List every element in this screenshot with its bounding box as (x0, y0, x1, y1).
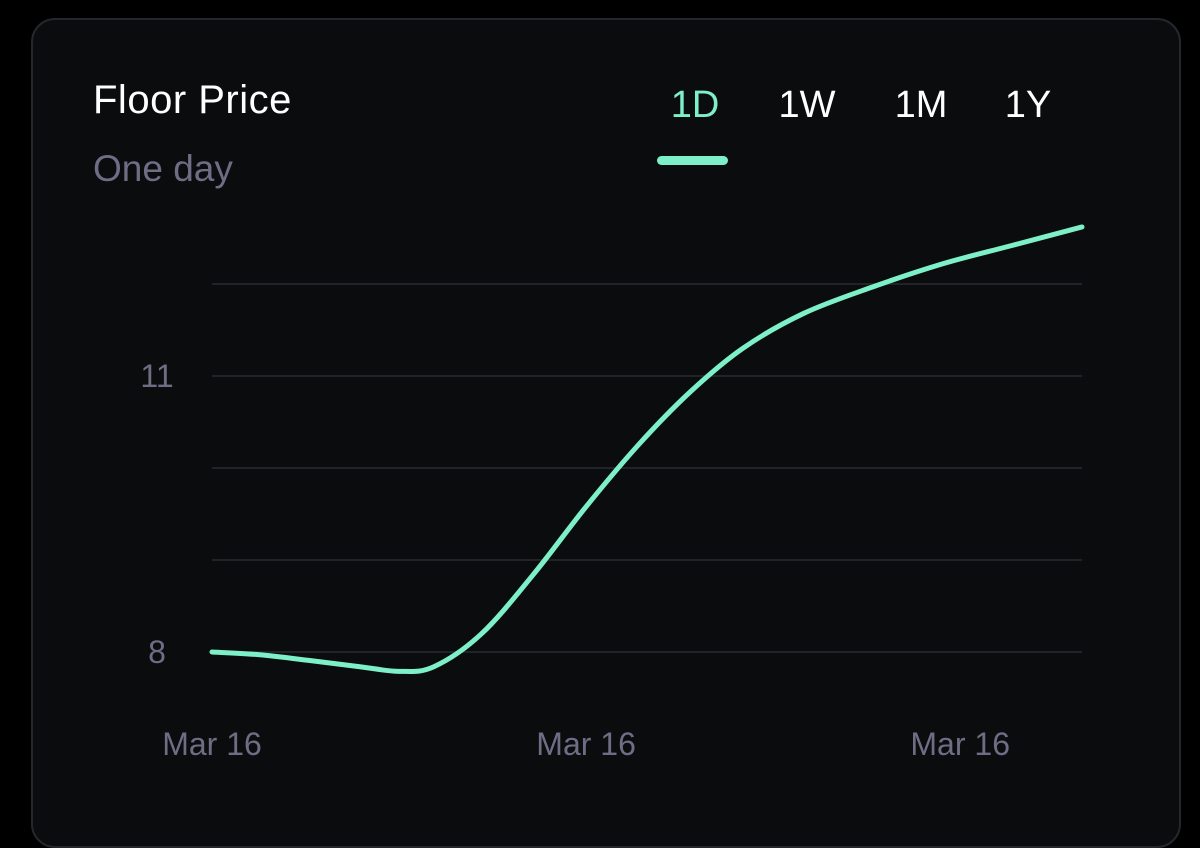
series (209, 224, 1085, 675)
gridlines (212, 283, 1082, 653)
chart-title: Floor Price (93, 78, 292, 122)
tab-1d-label: 1D (670, 84, 720, 126)
tab-1w[interactable]: 1W (767, 84, 847, 174)
y-axis-ticks: 8 11 (140, 358, 173, 670)
y-tick-label: 8 (148, 634, 166, 670)
tab-1d[interactable]: 1D (655, 84, 735, 174)
tab-1m-label: 1M (894, 84, 948, 126)
y-tick-label: 11 (140, 358, 173, 394)
floor-price-card: Floor Price One day 1D 1W 1M 1Y 8 11 Mar… (31, 18, 1181, 848)
x-axis-ticks: Mar 16 Mar 16 Mar 16 (162, 726, 1010, 762)
active-tab-indicator (657, 156, 728, 165)
x-tick-label: Mar 16 (910, 726, 1010, 762)
tab-1w-label: 1W (778, 84, 836, 126)
x-tick-label: Mar 16 (536, 726, 636, 762)
line-chart: 8 11 Mar 16 Mar 16 Mar 16 (140, 224, 1085, 762)
series-line (209, 224, 1085, 675)
tab-1m[interactable]: 1M (881, 84, 961, 174)
tab-1y[interactable]: 1Y (988, 84, 1068, 174)
x-tick-label: Mar 16 (162, 726, 262, 762)
tab-1y-label: 1Y (1004, 84, 1052, 126)
chart-subtitle: One day (93, 148, 233, 189)
